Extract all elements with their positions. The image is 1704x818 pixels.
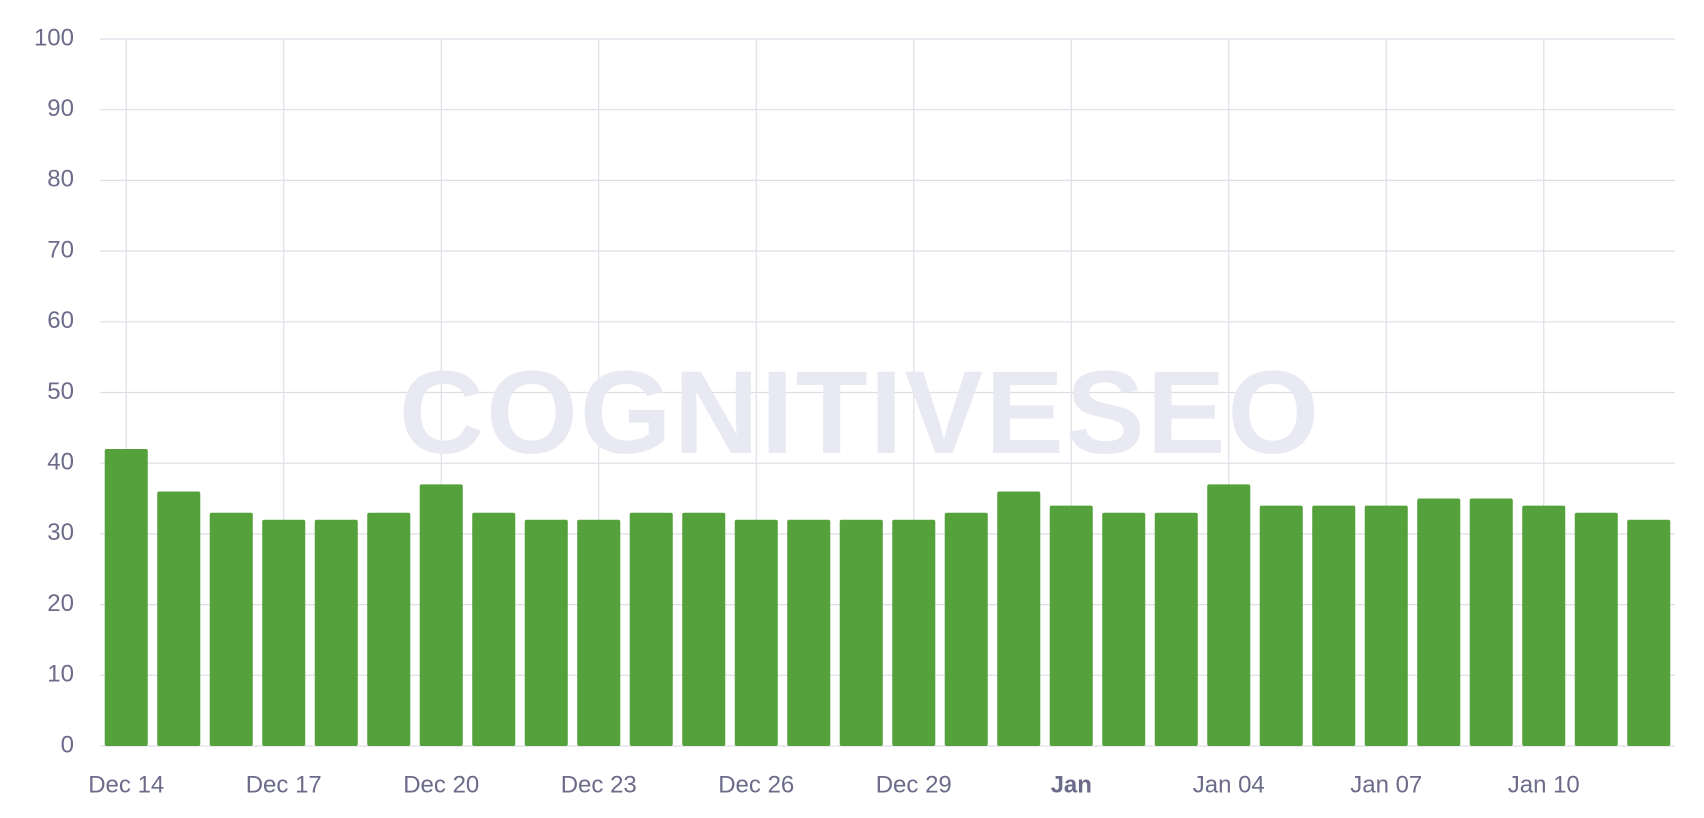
bar	[839, 519, 883, 746]
bar	[629, 512, 673, 746]
x-tick-label: Dec 23	[561, 771, 637, 798]
bar	[367, 512, 411, 746]
watermark: COGNITIVESEO	[399, 347, 1321, 479]
x-tick-label: Dec 14	[88, 771, 164, 798]
y-tick-label: 100	[34, 24, 74, 51]
bar	[734, 519, 778, 746]
y-tick-label: 20	[47, 590, 74, 617]
x-tick-label: Dec 20	[403, 771, 479, 798]
bar	[1574, 512, 1618, 746]
y-tick-label: 90	[47, 95, 74, 122]
bar	[157, 491, 201, 746]
bar	[419, 484, 463, 746]
bar	[262, 519, 306, 746]
x-tick-label: Jan 04	[1193, 771, 1265, 798]
bar	[1049, 505, 1093, 746]
bar	[472, 512, 516, 746]
bar	[209, 512, 253, 746]
bar	[1312, 505, 1356, 746]
bar	[1417, 498, 1461, 746]
x-tick-label: Jan	[1051, 771, 1092, 798]
bar	[577, 519, 621, 746]
bar	[787, 519, 831, 746]
bar	[1469, 498, 1513, 746]
bar	[1207, 484, 1251, 746]
x-tick-label: Jan 10	[1508, 771, 1580, 798]
y-tick-label: 80	[47, 166, 74, 193]
bar	[314, 519, 358, 746]
bar	[1154, 512, 1198, 746]
y-tick-label: 60	[47, 307, 74, 334]
bar	[682, 512, 726, 746]
bar	[104, 449, 148, 746]
bar	[524, 519, 568, 746]
bar	[1364, 505, 1408, 746]
bar	[944, 512, 988, 746]
x-tick-label: Jan 07	[1350, 771, 1422, 798]
bar	[1522, 505, 1566, 746]
y-tick-label: 30	[47, 519, 74, 546]
y-tick-label: 40	[47, 449, 74, 476]
bar	[892, 519, 936, 746]
bar	[1627, 519, 1671, 746]
y-tick-label: 0	[61, 731, 74, 758]
x-tick-label: Dec 17	[246, 771, 322, 798]
x-tick-label: Dec 29	[876, 771, 952, 798]
bar	[997, 491, 1041, 746]
y-tick-label: 10	[47, 661, 74, 688]
bar	[1102, 512, 1146, 746]
x-tick-label: Dec 26	[718, 771, 794, 798]
y-tick-label: 50	[47, 378, 74, 405]
y-tick-label: 70	[47, 236, 74, 263]
bar	[1259, 505, 1303, 746]
